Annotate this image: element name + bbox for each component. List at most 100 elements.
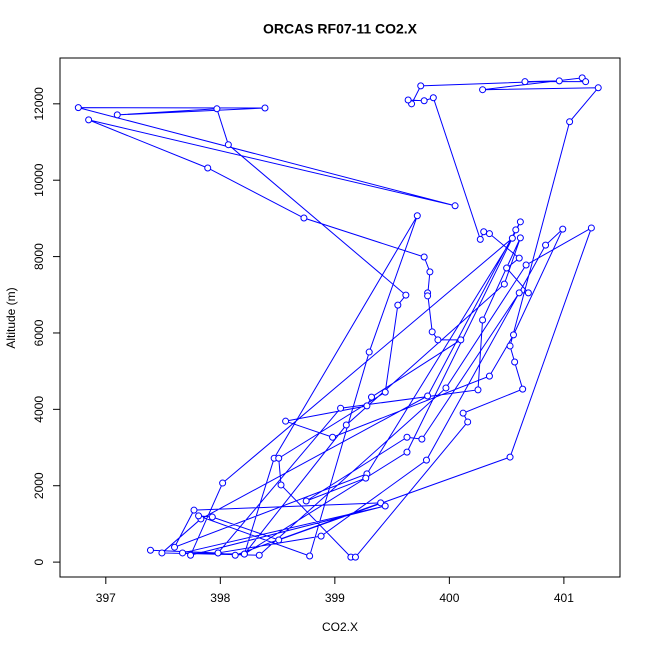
- data-point: [179, 549, 187, 557]
- data-point: [479, 316, 487, 324]
- data-point: [190, 506, 198, 514]
- data-point: [429, 94, 437, 102]
- data-point: [74, 104, 82, 112]
- y-tick-label: 2000: [32, 472, 46, 499]
- data-line: [78, 77, 600, 558]
- data-point: [457, 336, 465, 344]
- data-point: [516, 234, 524, 242]
- data-point: [317, 532, 325, 540]
- data-point: [171, 543, 179, 551]
- data-point: [204, 164, 212, 172]
- data-point: [506, 453, 514, 461]
- data-point: [113, 111, 121, 119]
- data-point: [459, 409, 467, 417]
- data-point: [277, 481, 285, 489]
- data-point: [485, 372, 493, 380]
- data-point: [300, 214, 308, 222]
- data-point: [337, 404, 345, 412]
- x-axis-label: CO2.X: [322, 620, 358, 634]
- data-point: [509, 331, 517, 339]
- y-tick-label: 12000: [32, 87, 46, 121]
- data-point: [508, 234, 516, 242]
- data-point: [302, 497, 310, 505]
- data-point: [515, 289, 523, 297]
- data-point: [213, 105, 221, 113]
- data-point: [422, 456, 430, 464]
- x-tick-label: 399: [325, 591, 345, 605]
- data-point: [187, 551, 195, 559]
- y-tick-label: 4000: [32, 396, 46, 423]
- data-point: [403, 433, 411, 441]
- data-point: [394, 301, 402, 309]
- data-point: [420, 253, 428, 261]
- data-point: [428, 328, 436, 336]
- chart-title: ORCAS RF07-11 CO2.X: [263, 21, 418, 37]
- data-point: [275, 536, 283, 544]
- data-point: [479, 86, 487, 94]
- data-point: [516, 218, 524, 226]
- data-point: [511, 358, 519, 366]
- data-point: [442, 384, 450, 392]
- y-tick-label: 10000: [32, 163, 46, 197]
- data-point: [555, 77, 563, 85]
- data-point: [363, 402, 371, 410]
- plot-box: [59, 57, 621, 578]
- data-point: [306, 552, 314, 560]
- data-point: [381, 388, 389, 396]
- data-point: [365, 348, 373, 356]
- data-point: [474, 386, 482, 394]
- y-tick-label: 0: [32, 558, 46, 565]
- data-point: [522, 261, 530, 269]
- data-point: [214, 549, 222, 557]
- y-tick-label: 6000: [32, 319, 46, 346]
- data-point: [524, 289, 532, 297]
- data-point: [381, 502, 389, 510]
- data-point: [362, 474, 370, 482]
- data-point: [367, 393, 375, 401]
- data-point: [485, 230, 493, 238]
- data-point: [506, 342, 514, 350]
- x-tick-label: 401: [554, 591, 574, 605]
- data-point: [451, 202, 459, 210]
- x-tick-label: 400: [439, 591, 459, 605]
- data-point: [255, 551, 263, 559]
- data-point: [158, 549, 166, 557]
- data-point: [521, 78, 529, 86]
- data-point: [146, 546, 154, 554]
- data-point: [231, 551, 239, 559]
- data-point: [351, 553, 359, 561]
- data-point: [224, 141, 232, 149]
- x-tick-label: 398: [210, 591, 230, 605]
- data-point: [417, 82, 425, 90]
- data-point: [208, 513, 216, 521]
- data-point: [282, 417, 290, 425]
- data-point: [404, 96, 412, 104]
- data-point: [566, 118, 574, 126]
- data-point: [219, 479, 227, 487]
- y-tick-label: 8000: [32, 243, 46, 270]
- data-point: [594, 84, 602, 92]
- data-point: [195, 512, 203, 520]
- data-point: [500, 280, 508, 288]
- data-point: [329, 433, 337, 441]
- data-point: [424, 392, 432, 400]
- data-point: [512, 226, 520, 234]
- data-point: [426, 268, 434, 276]
- data-point: [559, 225, 567, 233]
- data-point: [403, 448, 411, 456]
- data-point: [480, 228, 488, 236]
- data-point: [424, 292, 432, 300]
- data-point: [413, 212, 421, 220]
- y-axis-label: Altitude (m): [4, 287, 18, 348]
- data-point: [420, 97, 428, 105]
- data-point: [418, 435, 426, 443]
- data-point: [587, 224, 595, 232]
- data-point: [434, 336, 442, 344]
- data-point: [464, 418, 472, 426]
- data-point: [261, 104, 269, 112]
- data-point: [519, 385, 527, 393]
- x-tick-label: 397: [96, 591, 116, 605]
- data-point: [402, 291, 410, 299]
